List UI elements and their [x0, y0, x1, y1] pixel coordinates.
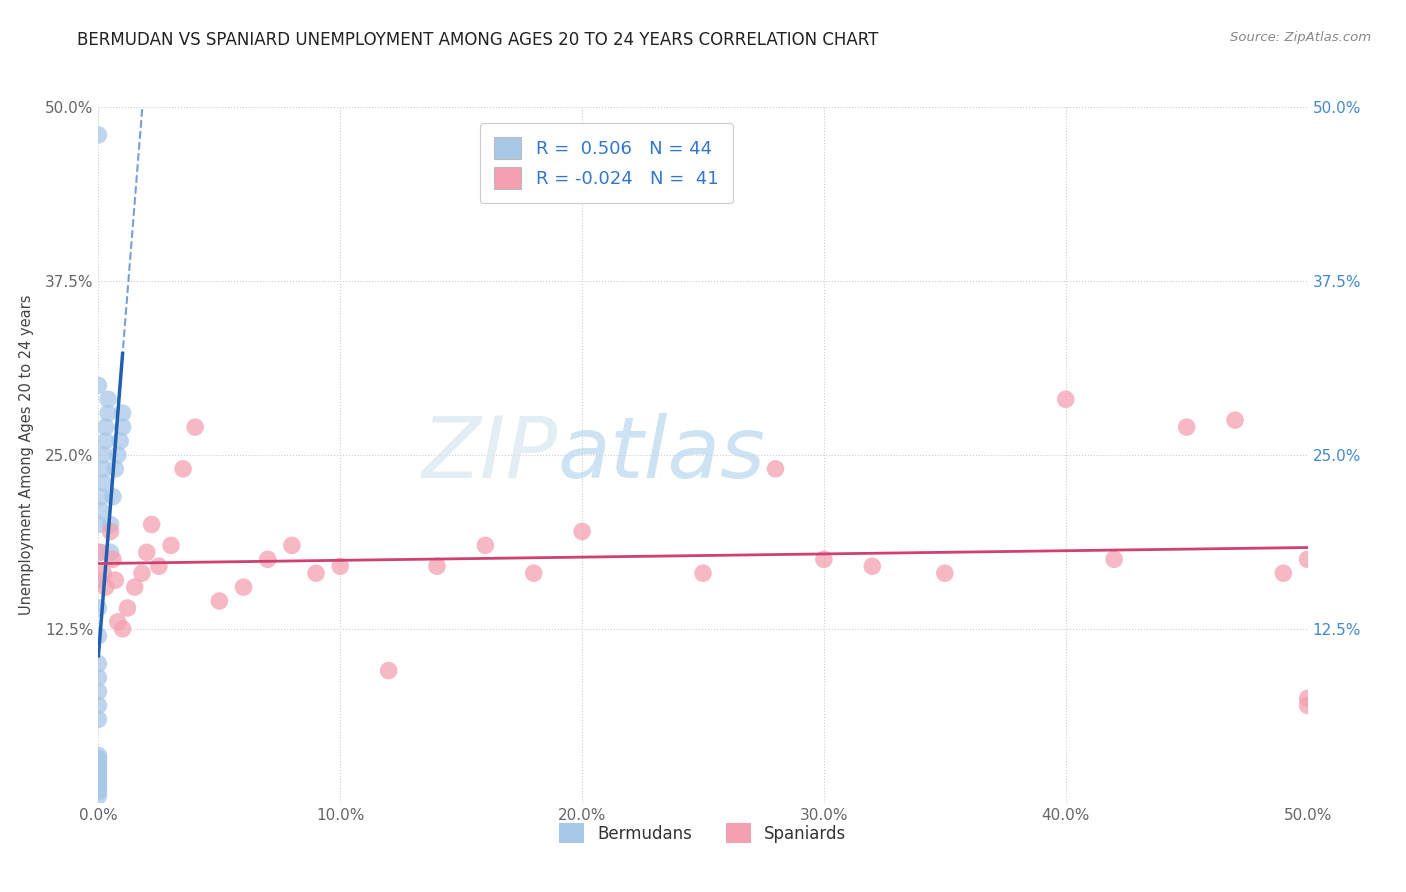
Y-axis label: Unemployment Among Ages 20 to 24 years: Unemployment Among Ages 20 to 24 years — [18, 294, 34, 615]
Point — [111, 406, 134, 420]
Point — [111, 622, 134, 636]
Point — [97, 392, 120, 407]
Point — [860, 559, 883, 574]
Text: Source: ZipAtlas.com: Source: ZipAtlas.com — [1230, 31, 1371, 45]
Point — [104, 462, 127, 476]
Point — [94, 434, 117, 448]
Point — [256, 552, 278, 566]
Point — [87, 573, 110, 587]
Point — [87, 789, 110, 803]
Point — [692, 566, 714, 581]
Point — [87, 785, 110, 799]
Point — [523, 566, 546, 581]
Point — [87, 712, 110, 726]
Point — [101, 552, 124, 566]
Point — [377, 664, 399, 678]
Point — [1272, 566, 1295, 581]
Text: atlas: atlas — [558, 413, 766, 497]
Point — [208, 594, 231, 608]
Point — [1296, 698, 1319, 713]
Point — [765, 462, 787, 476]
Point — [1054, 392, 1077, 407]
Point — [87, 748, 110, 763]
Point — [141, 517, 163, 532]
Point — [87, 684, 110, 698]
Point — [1175, 420, 1198, 434]
Point — [1296, 552, 1319, 566]
Point — [101, 490, 124, 504]
Point — [94, 420, 117, 434]
Point — [90, 545, 112, 559]
Point — [124, 580, 146, 594]
Point — [87, 657, 110, 671]
Legend: Bermudans, Spaniards: Bermudans, Spaniards — [553, 816, 853, 850]
Point — [117, 601, 139, 615]
Point — [232, 580, 254, 594]
Point — [87, 128, 110, 142]
Point — [87, 517, 110, 532]
Point — [87, 773, 110, 788]
Point — [91, 448, 114, 462]
Point — [87, 671, 110, 685]
Point — [87, 765, 110, 780]
Point — [94, 580, 117, 594]
Point — [281, 538, 304, 552]
Point — [305, 566, 328, 581]
Point — [100, 545, 122, 559]
Point — [100, 524, 122, 539]
Point — [329, 559, 352, 574]
Point — [87, 759, 110, 773]
Point — [131, 566, 153, 581]
Point — [934, 566, 956, 581]
Point — [87, 771, 110, 785]
Point — [87, 754, 110, 768]
Point — [87, 779, 110, 793]
Point — [184, 420, 207, 434]
Point — [90, 503, 112, 517]
Point — [813, 552, 835, 566]
Point — [87, 601, 110, 615]
Point — [87, 545, 110, 559]
Point — [87, 751, 110, 765]
Point — [91, 462, 114, 476]
Point — [571, 524, 593, 539]
Point — [91, 475, 114, 490]
Point — [107, 615, 129, 629]
Point — [87, 763, 110, 777]
Point — [1296, 691, 1319, 706]
Point — [108, 434, 131, 448]
Point — [87, 781, 110, 796]
Point — [1223, 413, 1246, 427]
Point — [135, 545, 157, 559]
Point — [160, 538, 183, 552]
Text: BERMUDAN VS SPANIARD UNEMPLOYMENT AMONG AGES 20 TO 24 YEARS CORRELATION CHART: BERMUDAN VS SPANIARD UNEMPLOYMENT AMONG … — [77, 31, 879, 49]
Point — [104, 573, 127, 587]
Point — [87, 756, 110, 771]
Point — [87, 378, 110, 392]
Point — [91, 566, 114, 581]
Point — [148, 559, 170, 574]
Point — [1102, 552, 1125, 566]
Point — [97, 406, 120, 420]
Point — [426, 559, 449, 574]
Point — [90, 490, 112, 504]
Point — [87, 698, 110, 713]
Point — [474, 538, 496, 552]
Point — [87, 768, 110, 782]
Point — [107, 448, 129, 462]
Point — [87, 776, 110, 790]
Point — [100, 517, 122, 532]
Point — [111, 420, 134, 434]
Point — [172, 462, 194, 476]
Text: ZIP: ZIP — [422, 413, 558, 497]
Point — [87, 629, 110, 643]
